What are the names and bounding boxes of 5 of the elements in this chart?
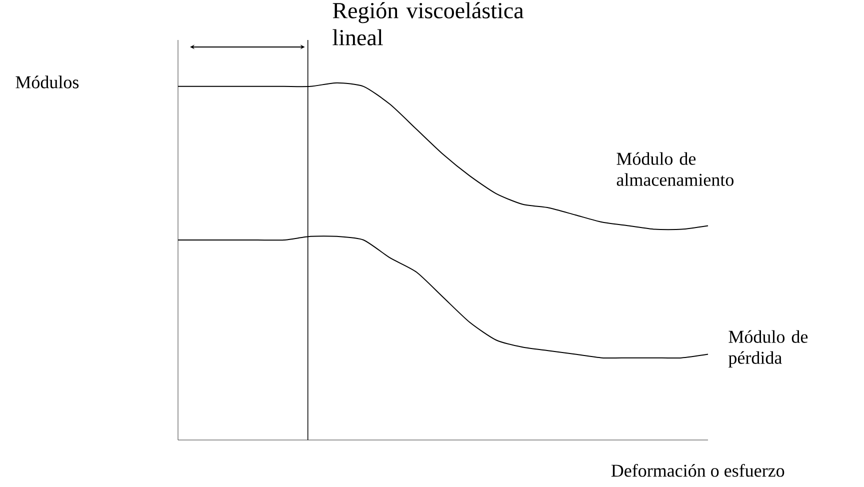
series-label: Módulo de pérdida [728, 330, 808, 368]
x-axis-title: Deformación o esfuerzo [611, 464, 784, 477]
text: Módulos [16, 76, 79, 88]
text: Región viscoelástica lineal [332, 2, 524, 46]
text: Módulo de almacenamiento [616, 152, 734, 186]
